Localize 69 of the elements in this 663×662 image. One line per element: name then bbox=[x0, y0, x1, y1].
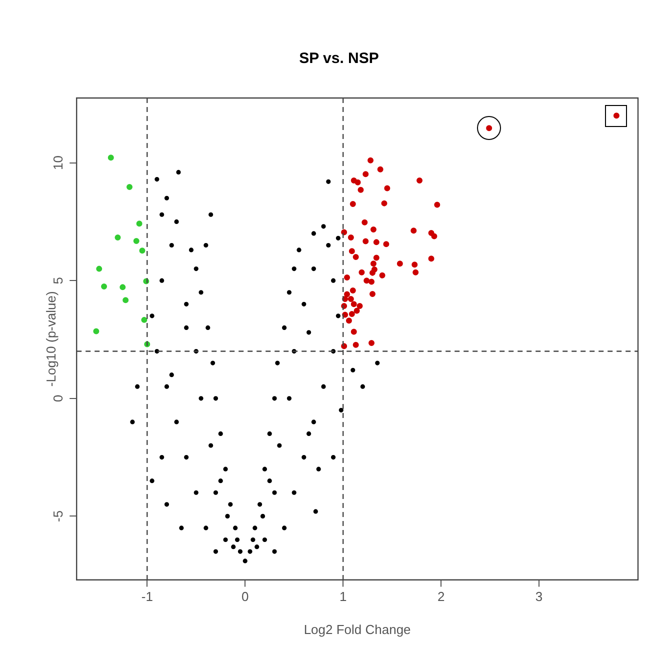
point bbox=[412, 269, 419, 276]
point bbox=[434, 202, 440, 208]
point bbox=[120, 284, 126, 290]
y-tick-label: 0 bbox=[50, 394, 66, 402]
point bbox=[358, 186, 364, 193]
point bbox=[348, 296, 354, 302]
point bbox=[352, 342, 359, 348]
point bbox=[122, 297, 129, 304]
point bbox=[431, 233, 438, 240]
point bbox=[354, 308, 360, 314]
point bbox=[350, 328, 357, 335]
point bbox=[354, 179, 361, 186]
point bbox=[139, 248, 146, 254]
point bbox=[114, 234, 121, 240]
point bbox=[101, 283, 108, 290]
point bbox=[373, 254, 380, 261]
point bbox=[126, 184, 133, 190]
chart-title: SP vs. NSP bbox=[299, 50, 379, 68]
point bbox=[370, 260, 376, 267]
point bbox=[370, 226, 376, 232]
point bbox=[358, 269, 365, 276]
x-tick-label: 3 bbox=[535, 589, 543, 604]
point bbox=[369, 291, 376, 298]
point bbox=[136, 220, 142, 227]
point bbox=[141, 316, 148, 323]
y-axis-title: -Log10 (p-value) bbox=[43, 291, 58, 387]
point bbox=[362, 171, 369, 178]
point bbox=[368, 157, 374, 164]
point bbox=[96, 266, 102, 272]
point bbox=[412, 262, 418, 268]
x-axis-title: Log2 Fold Change bbox=[304, 622, 411, 637]
point bbox=[344, 274, 350, 281]
point bbox=[350, 287, 356, 294]
point bbox=[369, 270, 376, 276]
point bbox=[348, 311, 355, 318]
point bbox=[384, 185, 390, 192]
point bbox=[93, 328, 100, 334]
point bbox=[368, 278, 375, 285]
point bbox=[381, 200, 388, 206]
point bbox=[346, 318, 352, 324]
point bbox=[356, 303, 363, 310]
point bbox=[368, 340, 375, 346]
y-tick-label: 10 bbox=[50, 156, 66, 170]
point bbox=[362, 219, 368, 226]
point bbox=[341, 229, 348, 236]
y-tick-label: -5 bbox=[50, 510, 66, 522]
point bbox=[410, 228, 417, 234]
point bbox=[348, 248, 355, 254]
x-tick-label: 0 bbox=[242, 589, 249, 604]
point bbox=[352, 254, 359, 260]
point bbox=[348, 234, 354, 240]
point bbox=[383, 241, 390, 248]
point bbox=[362, 238, 369, 244]
point bbox=[379, 272, 386, 278]
point bbox=[364, 278, 370, 284]
point bbox=[377, 166, 384, 172]
point bbox=[416, 177, 423, 184]
x-tick-label: 1 bbox=[339, 589, 347, 604]
point bbox=[133, 238, 140, 244]
x-tick-label: -1 bbox=[141, 589, 153, 604]
point bbox=[428, 256, 434, 262]
point bbox=[350, 301, 357, 308]
point bbox=[396, 260, 403, 267]
y-tick-label: 5 bbox=[50, 276, 66, 284]
point bbox=[344, 291, 350, 298]
point bbox=[350, 201, 356, 208]
point bbox=[373, 239, 380, 246]
x-tick-label: 2 bbox=[437, 589, 445, 604]
point bbox=[108, 154, 114, 161]
